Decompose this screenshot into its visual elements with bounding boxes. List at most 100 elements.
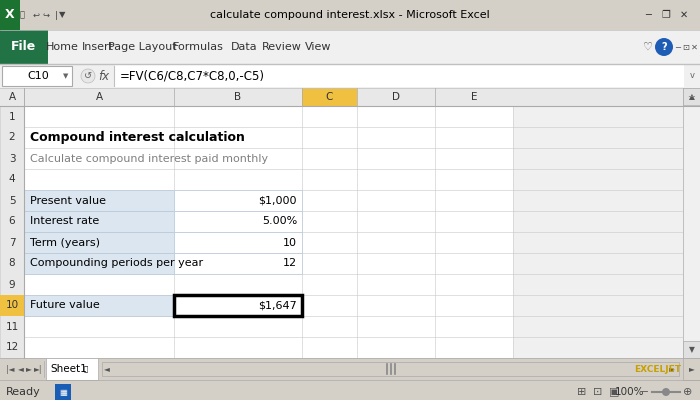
Text: File: File [11, 40, 36, 54]
Text: 6: 6 [8, 216, 15, 226]
Circle shape [655, 38, 673, 56]
Bar [0, 106, 24, 127]
Text: ⊕: ⊕ [683, 387, 693, 397]
Text: EXCELJET: EXCELJET [634, 364, 681, 374]
Bar [513, 106, 683, 358]
Text: B: B [234, 92, 241, 102]
Bar [0, 337, 24, 358]
Text: Review: Review [262, 42, 302, 52]
Text: Data: Data [231, 42, 258, 52]
Text: 2: 2 [8, 132, 15, 142]
Text: ❐: ❐ [662, 10, 671, 20]
Bar [0, 64, 700, 88]
Text: ?: ? [662, 42, 667, 52]
Bar [114, 362, 667, 376]
Bar [115, 65, 684, 87]
Text: Insert: Insert [82, 42, 114, 52]
Text: 3: 3 [8, 154, 15, 164]
Circle shape [81, 69, 95, 83]
Text: ◄: ◄ [104, 364, 110, 374]
Bar [24, 253, 174, 274]
Bar [24, 106, 513, 358]
Text: 1: 1 [8, 112, 15, 122]
Text: 11: 11 [6, 322, 19, 332]
Bar [24, 295, 174, 316]
Text: 12: 12 [6, 342, 19, 352]
Text: D: D [392, 92, 400, 102]
Bar [0, 380, 700, 400]
Bar [0, 0, 20, 30]
Text: Page Layout: Page Layout [108, 42, 176, 52]
Text: Home: Home [46, 42, 78, 52]
Bar [174, 211, 302, 232]
Text: ▲: ▲ [689, 92, 694, 101]
Text: 12: 12 [283, 258, 297, 268]
Text: 100%: 100% [615, 387, 645, 397]
Text: 4: 4 [8, 174, 15, 184]
Text: ►: ► [26, 364, 32, 374]
Text: Interest rate: Interest rate [30, 216, 99, 226]
Text: Sheet1: Sheet1 [50, 364, 87, 374]
Text: ►|: ►| [34, 364, 43, 374]
Bar [46, 358, 98, 380]
Text: ▼: ▼ [59, 10, 65, 20]
Bar [24, 211, 174, 232]
Text: ⊡: ⊡ [682, 42, 690, 52]
Text: Calculate compound interest paid monthly: Calculate compound interest paid monthly [30, 154, 268, 164]
Text: fx: fx [99, 70, 110, 82]
Text: E: E [470, 92, 477, 102]
Text: ─: ─ [641, 387, 647, 397]
Text: calculate compound interest.xlsx - Microsoft Excel: calculate compound interest.xlsx - Micro… [210, 10, 490, 20]
Text: 5.00%: 5.00% [262, 216, 297, 226]
Bar [174, 232, 302, 253]
Text: 10: 10 [283, 238, 297, 248]
Text: ↪: ↪ [43, 10, 50, 20]
Text: Formulas: Formulas [173, 42, 223, 52]
Bar [0, 169, 24, 190]
Text: $1,647: $1,647 [258, 300, 297, 310]
Bar [0, 0, 700, 30]
Bar [24, 190, 174, 211]
Text: ↩: ↩ [32, 10, 39, 20]
Bar [102, 362, 679, 376]
Bar [0, 253, 24, 274]
Bar [0, 232, 24, 253]
Bar [0, 358, 700, 380]
Bar [683, 358, 700, 380]
Bar [0, 274, 24, 295]
Text: ⊡: ⊡ [594, 387, 603, 397]
Text: Compounding periods per year: Compounding periods per year [30, 258, 203, 268]
Bar [0, 211, 24, 232]
Bar [0, 295, 24, 316]
Text: Compound interest calculation: Compound interest calculation [30, 131, 245, 144]
Bar [174, 190, 302, 211]
Bar [0, 127, 24, 148]
Text: A: A [8, 92, 15, 102]
Text: Present value: Present value [30, 196, 106, 206]
Bar [683, 88, 700, 105]
Text: C10: C10 [27, 71, 49, 81]
Bar [0, 190, 24, 211]
Circle shape [662, 388, 670, 396]
Text: ►: ► [689, 364, 694, 374]
Bar [683, 341, 700, 358]
Bar [302, 88, 357, 106]
Text: 🔧: 🔧 [84, 366, 88, 372]
Bar [0, 30, 700, 64]
Text: C: C [326, 92, 333, 102]
Text: |: | [55, 10, 57, 20]
Text: ↺: ↺ [84, 71, 92, 81]
Text: Term (years): Term (years) [30, 238, 100, 248]
Bar [174, 295, 302, 316]
Text: 9: 9 [8, 280, 15, 290]
Bar [0, 88, 700, 106]
Text: Future value: Future value [30, 300, 99, 310]
Text: ▦: ▦ [59, 388, 67, 396]
Text: View: View [304, 42, 331, 52]
Text: 5: 5 [8, 196, 15, 206]
Bar [24, 232, 174, 253]
Text: ✕: ✕ [680, 10, 688, 20]
Bar [0, 106, 24, 358]
Text: 💾: 💾 [20, 10, 25, 20]
Text: ─: ─ [645, 10, 651, 20]
